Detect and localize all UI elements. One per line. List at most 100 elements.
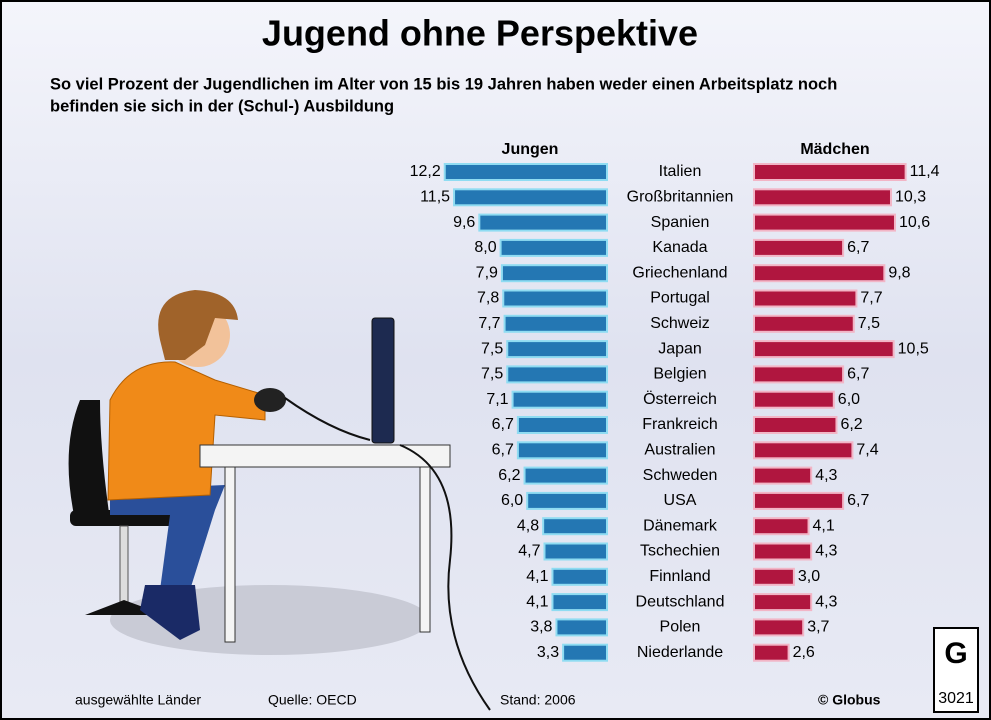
bar bbox=[753, 618, 805, 637]
category-label: Kanada bbox=[652, 239, 707, 256]
bar bbox=[503, 314, 608, 333]
value-label: 7,5 bbox=[481, 340, 503, 357]
category-label: Österreich bbox=[643, 390, 717, 408]
category-label: Australien bbox=[644, 442, 715, 459]
footnote: ausgewählte Länder bbox=[75, 692, 201, 708]
bar bbox=[562, 643, 608, 662]
bar bbox=[753, 289, 858, 308]
bar bbox=[555, 618, 609, 637]
value-label: 6,7 bbox=[492, 442, 514, 459]
category-label: Spanien bbox=[651, 214, 710, 231]
bar bbox=[753, 264, 886, 283]
cable bbox=[284, 397, 371, 441]
category-label: Portugal bbox=[650, 290, 710, 307]
bar bbox=[753, 213, 896, 232]
category-label: USA bbox=[664, 492, 697, 509]
logo-box bbox=[933, 627, 979, 713]
value-label: 3,0 bbox=[798, 568, 820, 585]
category-label: Frankreich bbox=[642, 416, 718, 433]
value-label: 2,6 bbox=[793, 644, 815, 661]
category-label: Griechenland bbox=[632, 264, 727, 281]
category-label: Großbritannien bbox=[627, 189, 734, 206]
value-label: 9,8 bbox=[888, 264, 910, 281]
category-label: Deutschland bbox=[636, 593, 725, 610]
bar bbox=[753, 441, 854, 460]
cable bbox=[399, 444, 491, 711]
value-label: 10,3 bbox=[895, 189, 926, 206]
bar bbox=[500, 264, 608, 283]
category-label: Tschechien bbox=[640, 543, 720, 560]
value-label: 7,5 bbox=[481, 366, 503, 383]
bar bbox=[511, 390, 609, 409]
category-label: Italien bbox=[659, 163, 702, 180]
value-label: 7,7 bbox=[478, 315, 500, 332]
value-label: 7,7 bbox=[860, 290, 882, 307]
bar bbox=[478, 213, 609, 232]
bar bbox=[551, 593, 608, 612]
value-label: 6,0 bbox=[501, 492, 523, 509]
value-label: 3,7 bbox=[807, 619, 829, 636]
value-label: 4,7 bbox=[518, 543, 540, 560]
bar bbox=[551, 567, 608, 586]
hair bbox=[158, 290, 238, 360]
bar bbox=[543, 542, 608, 561]
bar bbox=[753, 188, 892, 207]
bar bbox=[453, 188, 608, 207]
bar bbox=[753, 238, 845, 257]
value-label: 7,1 bbox=[486, 391, 508, 408]
bar bbox=[506, 365, 608, 384]
value-label: 3,3 bbox=[537, 644, 559, 661]
illustration bbox=[68, 290, 491, 711]
bar bbox=[523, 466, 608, 485]
bar bbox=[542, 517, 608, 536]
bar bbox=[753, 466, 813, 485]
value-label: 6,7 bbox=[492, 416, 514, 433]
logo-number: 3021 bbox=[938, 690, 974, 707]
chair-back bbox=[68, 400, 110, 520]
bar bbox=[753, 365, 845, 384]
footnote: Stand: 2006 bbox=[500, 692, 576, 708]
value-label: 4,3 bbox=[815, 467, 837, 484]
bar bbox=[753, 416, 838, 434]
bar bbox=[516, 441, 609, 460]
bar bbox=[753, 567, 795, 586]
value-label: 4,3 bbox=[815, 543, 837, 560]
bar bbox=[753, 163, 907, 181]
value-label: 4,1 bbox=[526, 593, 548, 610]
value-label: 4,8 bbox=[517, 517, 539, 534]
value-label: 11,5 bbox=[420, 189, 450, 206]
bar bbox=[753, 542, 813, 561]
value-label: 7,4 bbox=[856, 442, 878, 459]
bar bbox=[753, 390, 835, 409]
value-label: 8,0 bbox=[474, 239, 496, 256]
value-label: 12,2 bbox=[410, 163, 441, 180]
bar bbox=[502, 289, 609, 308]
category-label: Niederlande bbox=[637, 644, 723, 661]
value-label: 7,5 bbox=[858, 315, 880, 332]
value-label: 9,6 bbox=[453, 214, 475, 231]
value-label: 4,1 bbox=[813, 517, 835, 534]
bar bbox=[753, 340, 895, 359]
logo: G bbox=[944, 637, 967, 670]
value-label: 4,3 bbox=[815, 593, 837, 610]
bar bbox=[753, 517, 810, 536]
bar bbox=[443, 163, 608, 181]
category-label: Polen bbox=[660, 619, 701, 636]
bar bbox=[753, 491, 845, 510]
bar bbox=[753, 593, 813, 612]
bar bbox=[753, 314, 855, 333]
value-label: 6,7 bbox=[847, 239, 869, 256]
value-label: 7,9 bbox=[476, 264, 498, 281]
source: © Globus bbox=[818, 692, 881, 708]
legs bbox=[110, 485, 225, 590]
subtitle: befinden sie sich in der (Schul-) Ausbil… bbox=[50, 97, 394, 115]
value-label: 11,4 bbox=[910, 163, 940, 180]
category-label: Belgien bbox=[653, 366, 706, 383]
shirt bbox=[107, 361, 266, 501]
value-label: 6,7 bbox=[847, 366, 869, 383]
shoes bbox=[140, 585, 200, 640]
category-label: Japan bbox=[658, 340, 702, 357]
value-label: 4,1 bbox=[526, 568, 548, 585]
category-label: Schweiz bbox=[650, 315, 710, 332]
